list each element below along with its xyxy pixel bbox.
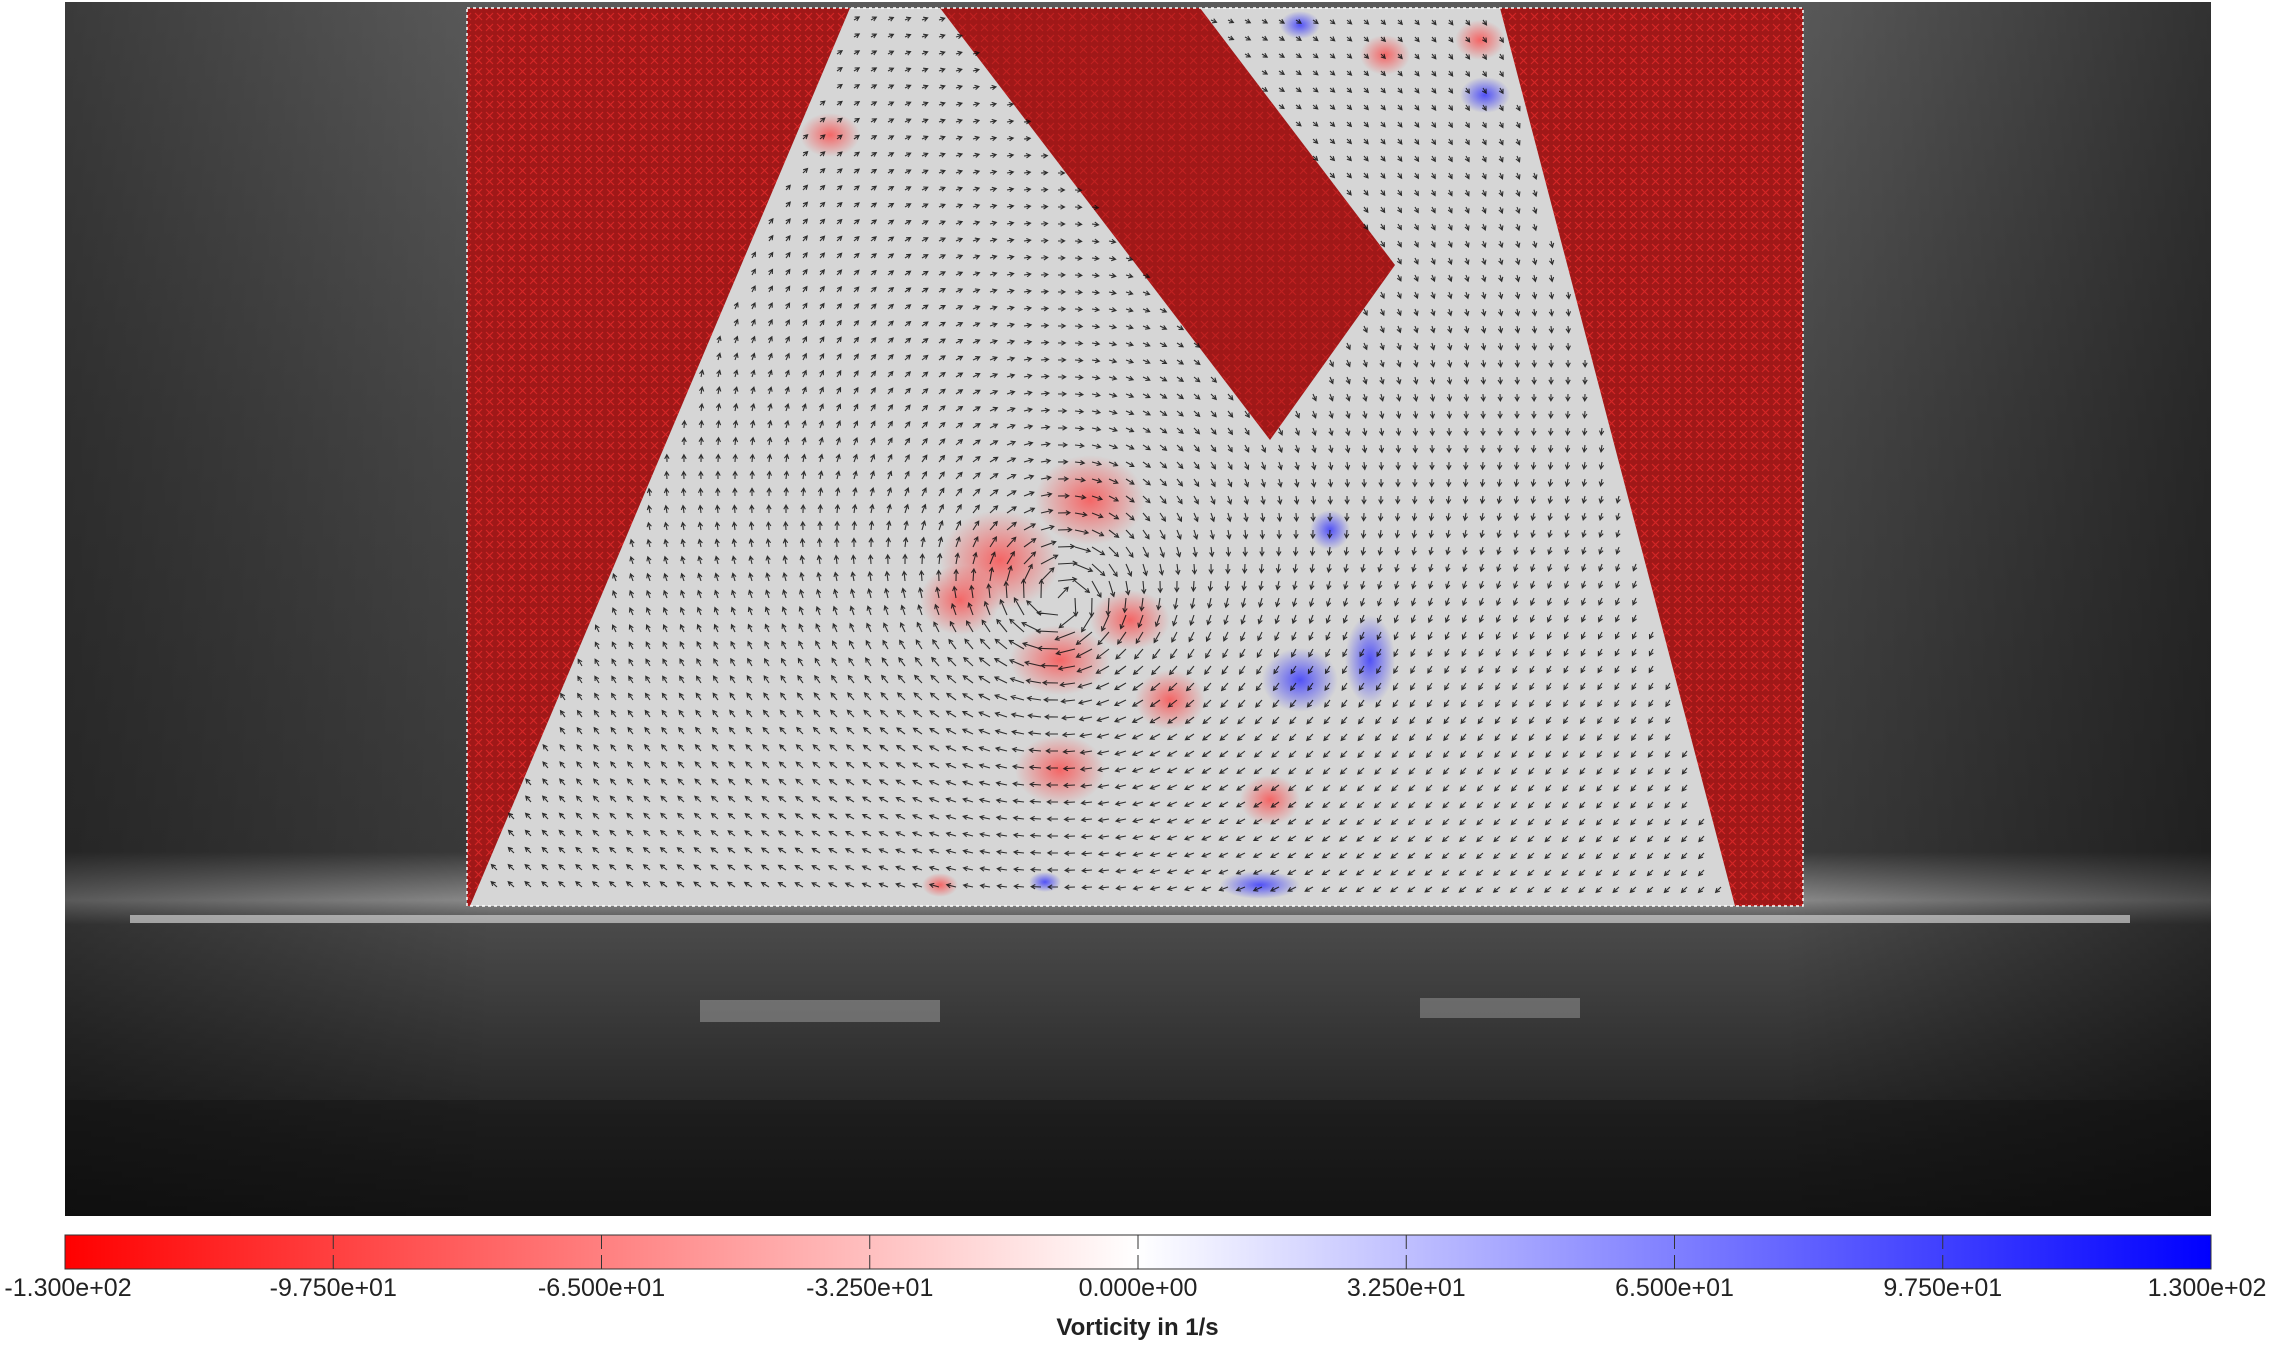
colorbar-ticks	[64, 1235, 2212, 1269]
vector-arrows	[490, 16, 1722, 894]
colorbar	[64, 1234, 2212, 1270]
colorbar-tick-label: 1.300e+02	[2147, 1274, 2267, 1302]
vorticity-field	[800, 11, 1510, 899]
colorbar-tick-label: 3.250e+01	[1346, 1274, 1466, 1302]
colorbar-tick-label: -9.750e+01	[269, 1274, 397, 1302]
velocity-vectors	[490, 16, 1722, 894]
colorbar-label: Vorticity in 1/s	[1056, 1314, 1219, 1341]
colorbar-tick-label: 0.000e+00	[1078, 1274, 1198, 1302]
colorbar-tick-label: -6.500e+01	[537, 1274, 666, 1302]
colorbar-tick-label: -3.250e+01	[806, 1274, 934, 1302]
colorbar-tick-label: 9.750e+01	[1883, 1274, 2003, 1302]
colorbar-tick-label: -1.300e+02	[4, 1274, 132, 1302]
piv-region	[466, 7, 1804, 907]
colorbar-tick-label: 6.500e+01	[1615, 1274, 1734, 1302]
